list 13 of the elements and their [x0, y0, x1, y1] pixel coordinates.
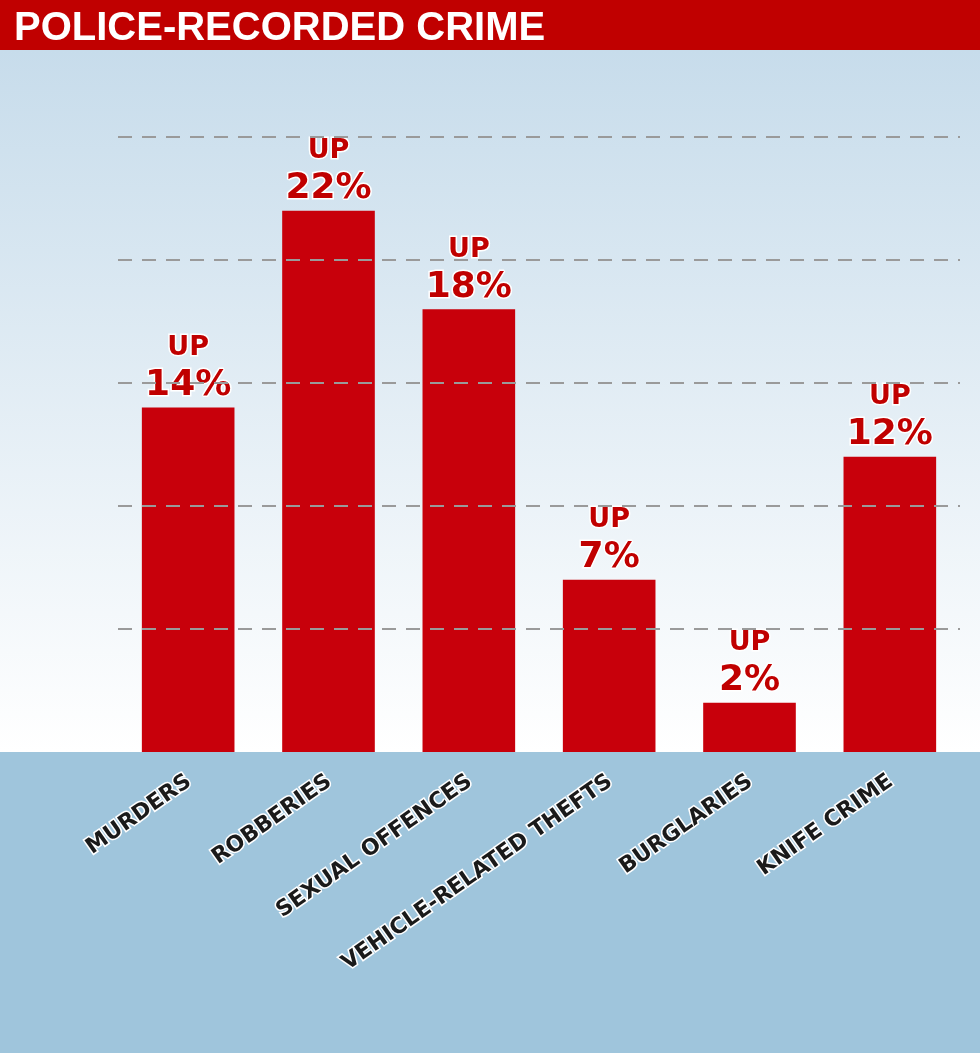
bar — [282, 210, 375, 752]
bar — [141, 407, 235, 752]
data-label: UP 2% — [718, 625, 781, 699]
data-label: UP 12% — [846, 379, 933, 453]
data-label: UP 7% — [578, 502, 640, 576]
data-label: UP 18% — [425, 231, 512, 305]
bar — [562, 579, 656, 752]
bar — [843, 456, 937, 752]
data-label: UP 22% — [285, 133, 372, 207]
chart-title: POLICE-RECORDED CRIME — [0, 0, 980, 50]
data-label: UP 14% — [145, 330, 232, 404]
bar — [422, 309, 516, 752]
bar — [703, 702, 796, 752]
